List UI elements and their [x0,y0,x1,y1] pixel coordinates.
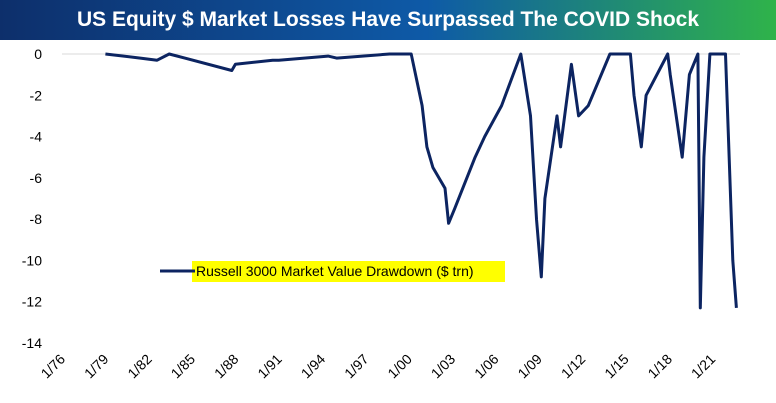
y-tick-label: -8 [30,211,43,227]
y-tick-label: 0 [34,46,42,62]
x-tick-label: 1/91 [254,351,285,382]
y-tick-label: -10 [22,252,42,268]
y-axis: 0 -2 -4 -6 -8 -10 -12 -14 [22,46,42,351]
x-tick-label: 1/76 [38,351,69,382]
x-tick-label: 1/88 [211,351,242,382]
series-line-russell3000 [105,52,738,310]
chart-title: US Equity $ Market Losses Have Surpassed… [76,8,700,31]
legend: Russell 3000 Market Value Drawdown ($ tr… [160,261,505,282]
chart-title-banner: US Equity $ Market Losses Have Surpassed… [0,0,776,40]
y-tick-label: -12 [22,294,42,310]
x-tick-label: 1/06 [471,351,502,382]
x-tick-label: 1/00 [384,351,415,382]
x-tick-label: 1/09 [514,351,545,382]
x-tick-label: 1/79 [81,351,112,382]
legend-label: Russell 3000 Market Value Drawdown ($ tr… [196,263,474,279]
x-tick-label: 1/94 [298,351,329,382]
y-tick-label: -14 [22,335,42,351]
y-tick-label: -4 [30,129,43,145]
x-tick-label: 1/12 [558,351,589,382]
x-tick-label: 1/15 [601,351,632,382]
x-tick-label: 1/85 [168,351,199,382]
x-tick-label: 1/97 [341,351,372,382]
x-axis: 1/76 1/79 1/82 1/85 1/88 1/91 1/94 1/97 1/00 1/03… [38,351,719,382]
x-tick-label: 1/21 [688,351,719,382]
x-tick-label: 1/03 [428,351,459,382]
legend-highlight [192,261,505,282]
x-tick-label: 1/82 [124,351,155,382]
x-tick-label: 1/18 [644,351,675,382]
y-tick-label: -2 [30,87,43,103]
y-tick-label: -6 [30,170,43,186]
